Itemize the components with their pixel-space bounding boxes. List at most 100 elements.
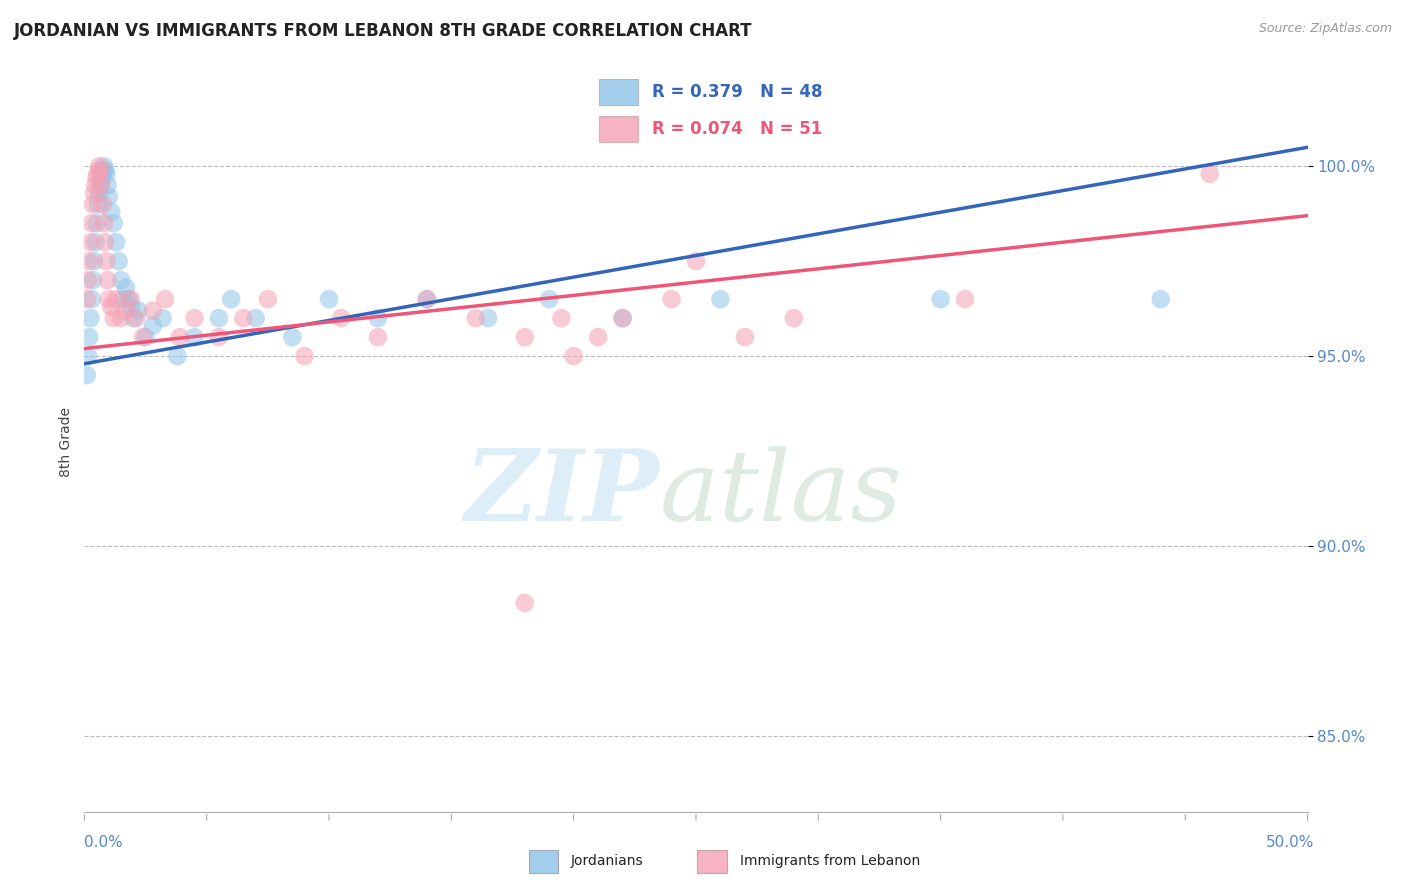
- Point: [76, 368, 98, 383]
- Text: atlas: atlas: [659, 446, 903, 541]
- Point: [100, 204, 122, 219]
- Point: [96, 254, 118, 268]
- Point: [105, 292, 128, 306]
- Point: [82, 197, 104, 211]
- Point: [464, 311, 486, 326]
- Point: [97, 273, 120, 287]
- Point: [93, 216, 115, 230]
- Point: [105, 235, 128, 250]
- Point: [79, 311, 101, 326]
- Point: [90, 170, 112, 185]
- Point: [100, 300, 122, 314]
- Point: [208, 330, 231, 344]
- Bar: [599, 116, 638, 142]
- Point: [93, 159, 115, 173]
- Point: [115, 281, 138, 295]
- Point: [257, 292, 280, 306]
- Point: [132, 330, 155, 344]
- Point: [86, 170, 108, 185]
- Point: [91, 167, 114, 181]
- Point: [83, 186, 105, 200]
- Point: [169, 330, 191, 344]
- Point: [513, 330, 536, 344]
- Point: [87, 186, 110, 200]
- Bar: [697, 850, 727, 873]
- Point: [294, 349, 316, 363]
- Point: [80, 292, 103, 306]
- Point: [77, 349, 100, 363]
- Point: [709, 292, 731, 306]
- Point: [330, 311, 353, 326]
- Point: [94, 163, 117, 178]
- Point: [929, 292, 952, 306]
- Point: [89, 163, 111, 178]
- Point: [562, 349, 585, 363]
- Point: [107, 254, 129, 268]
- Point: [367, 311, 389, 326]
- Point: [1198, 167, 1220, 181]
- Point: [612, 311, 634, 326]
- Bar: [599, 79, 638, 105]
- Point: [77, 254, 100, 268]
- Point: [90, 178, 112, 193]
- Point: [87, 197, 110, 211]
- Text: Source: ZipAtlas.com: Source: ZipAtlas.com: [1258, 22, 1392, 36]
- Bar: [529, 850, 558, 873]
- Point: [550, 311, 572, 326]
- Point: [232, 311, 254, 326]
- Point: [97, 189, 120, 203]
- Text: R = 0.379   N = 48: R = 0.379 N = 48: [652, 83, 823, 101]
- Point: [166, 349, 188, 363]
- Point: [120, 300, 142, 314]
- Point: [120, 292, 142, 306]
- Point: [367, 330, 389, 344]
- Point: [152, 311, 174, 326]
- Point: [77, 273, 100, 287]
- Point: [103, 311, 125, 326]
- Point: [91, 197, 114, 211]
- Text: ZIP: ZIP: [464, 445, 659, 541]
- Point: [153, 292, 176, 306]
- Point: [79, 235, 101, 250]
- Point: [117, 292, 139, 306]
- Point: [245, 311, 267, 326]
- Text: R = 0.074   N = 51: R = 0.074 N = 51: [652, 120, 823, 138]
- Point: [76, 292, 98, 306]
- Point: [94, 235, 117, 250]
- Point: [219, 292, 242, 306]
- Point: [110, 311, 132, 326]
- Point: [86, 216, 108, 230]
- Point: [1150, 292, 1173, 306]
- Point: [87, 167, 110, 181]
- Point: [281, 330, 304, 344]
- Point: [685, 254, 707, 268]
- Point: [112, 292, 135, 306]
- Point: [586, 330, 609, 344]
- Point: [953, 292, 976, 306]
- Point: [103, 216, 125, 230]
- Point: [513, 596, 536, 610]
- Text: JORDANIAN VS IMMIGRANTS FROM LEBANON 8TH GRADE CORRELATION CHART: JORDANIAN VS IMMIGRANTS FROM LEBANON 8TH…: [14, 22, 752, 40]
- Point: [110, 273, 132, 287]
- Point: [183, 311, 205, 326]
- Text: Immigrants from Lebanon: Immigrants from Lebanon: [740, 854, 920, 868]
- Point: [538, 292, 561, 306]
- Point: [125, 311, 148, 326]
- Point: [135, 330, 157, 344]
- Point: [82, 273, 104, 287]
- Point: [84, 178, 107, 193]
- Point: [734, 330, 756, 344]
- Point: [661, 292, 683, 306]
- Point: [183, 330, 205, 344]
- Point: [96, 167, 118, 181]
- Point: [127, 303, 149, 318]
- Point: [208, 311, 231, 326]
- Point: [318, 292, 340, 306]
- Point: [416, 292, 439, 306]
- Point: [142, 303, 165, 318]
- Point: [122, 311, 145, 326]
- Point: [416, 292, 439, 306]
- Point: [477, 311, 499, 326]
- Point: [783, 311, 806, 326]
- Text: 0.0%: 0.0%: [84, 836, 124, 850]
